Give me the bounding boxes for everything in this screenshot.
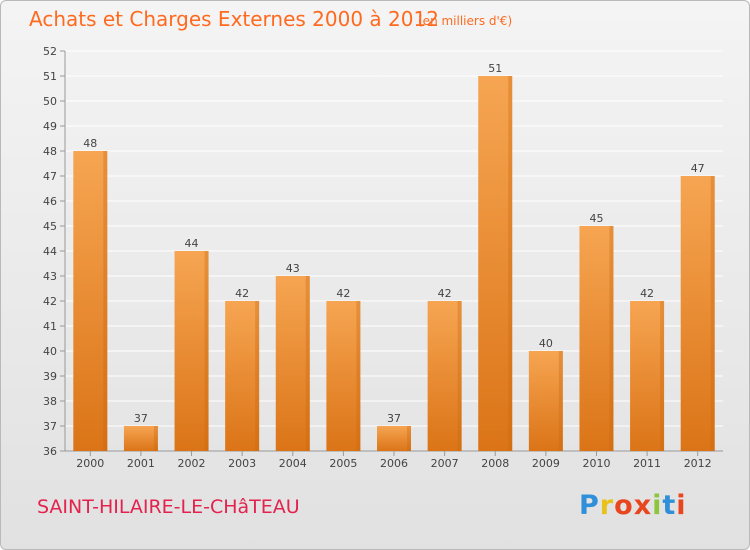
data-label: 37	[134, 412, 148, 425]
y-tick-label: 41	[43, 320, 57, 333]
data-label: 42	[235, 287, 249, 300]
data-label: 47	[691, 162, 705, 175]
commune-name: SAINT-HILAIRE-LE-CHâTEAU	[37, 496, 300, 518]
x-tick-label: 2006	[380, 457, 408, 470]
bar-2007	[427, 301, 462, 451]
bar-shade	[407, 426, 411, 451]
chart-title: Achats et Charges Externes 2000 à 2012	[29, 7, 439, 31]
bar-shade	[457, 301, 462, 451]
data-label: 42	[438, 287, 452, 300]
bar-shade	[508, 76, 513, 451]
y-tick-label: 47	[43, 170, 57, 183]
data-label: 44	[185, 237, 199, 250]
bar-shade	[103, 151, 108, 451]
x-tick-label: 2011	[633, 457, 661, 470]
x-tick-label: 2002	[178, 457, 206, 470]
bar-2008	[478, 76, 513, 451]
logo-letter: t	[662, 490, 677, 521]
x-tick-label: 2008	[481, 457, 509, 470]
bar-shade	[609, 226, 614, 451]
bar-2011	[630, 301, 665, 451]
data-label: 48	[83, 137, 97, 150]
bar-shade	[204, 251, 209, 451]
bar-shade	[305, 276, 310, 451]
data-label: 45	[589, 212, 603, 225]
data-label: 40	[539, 337, 553, 350]
bar-shade	[255, 301, 260, 451]
y-tick-label: 50	[43, 95, 57, 108]
logo-letter: x	[633, 490, 653, 521]
bar-2004	[275, 276, 310, 451]
bar-shade	[558, 351, 563, 451]
y-tick-label: 45	[43, 220, 57, 233]
proxiti-logo: Proxiti	[579, 490, 687, 521]
data-label: 51	[488, 62, 502, 75]
y-tick-label: 51	[43, 70, 57, 83]
y-tick-label: 43	[43, 270, 57, 283]
bar-2000	[73, 151, 108, 451]
x-tick-label: 2005	[329, 457, 357, 470]
y-tick-label: 40	[43, 345, 57, 358]
x-tick-label: 2010	[582, 457, 610, 470]
y-tick-label: 46	[43, 195, 57, 208]
bar-2002	[174, 251, 209, 451]
bar-shade	[356, 301, 361, 451]
y-tick-label: 49	[43, 120, 57, 133]
logo-letter: o	[614, 490, 634, 521]
y-tick-label: 39	[43, 370, 57, 383]
y-tick-label: 44	[43, 245, 57, 258]
bar-2010	[579, 226, 614, 451]
logo-letter: r	[599, 490, 615, 521]
y-tick-label: 52	[43, 45, 57, 58]
y-tick-label: 48	[43, 145, 57, 158]
data-label: 42	[640, 287, 654, 300]
bar-2003	[225, 301, 260, 451]
bar-2012	[680, 176, 715, 451]
y-tick-label: 36	[43, 445, 57, 458]
x-tick-label: 2001	[127, 457, 155, 470]
data-label: 43	[286, 262, 300, 275]
x-tick-label: 2009	[532, 457, 560, 470]
x-tick-label: 2000	[76, 457, 104, 470]
y-tick-label: 37	[43, 420, 57, 433]
chart-subtitle: (en milliers d'€)	[418, 14, 513, 28]
x-tick-label: 2007	[431, 457, 459, 470]
bar-2009	[528, 351, 563, 451]
data-label: 37	[387, 412, 401, 425]
logo-letter: i	[676, 490, 687, 521]
x-tick-label: 2012	[684, 457, 712, 470]
bar-2001	[123, 426, 158, 451]
logo-letter: P	[579, 490, 600, 521]
bar-2005	[326, 301, 361, 451]
bar-2006	[377, 426, 411, 451]
logo-letter: i	[652, 490, 663, 521]
bar-shade	[660, 301, 665, 451]
y-tick-label: 42	[43, 295, 57, 308]
bar-shade	[710, 176, 715, 451]
x-tick-label: 2004	[279, 457, 307, 470]
x-tick-label: 2003	[228, 457, 256, 470]
y-tick-label: 38	[43, 395, 57, 408]
bar-shade	[153, 426, 158, 451]
data-label: 42	[336, 287, 350, 300]
